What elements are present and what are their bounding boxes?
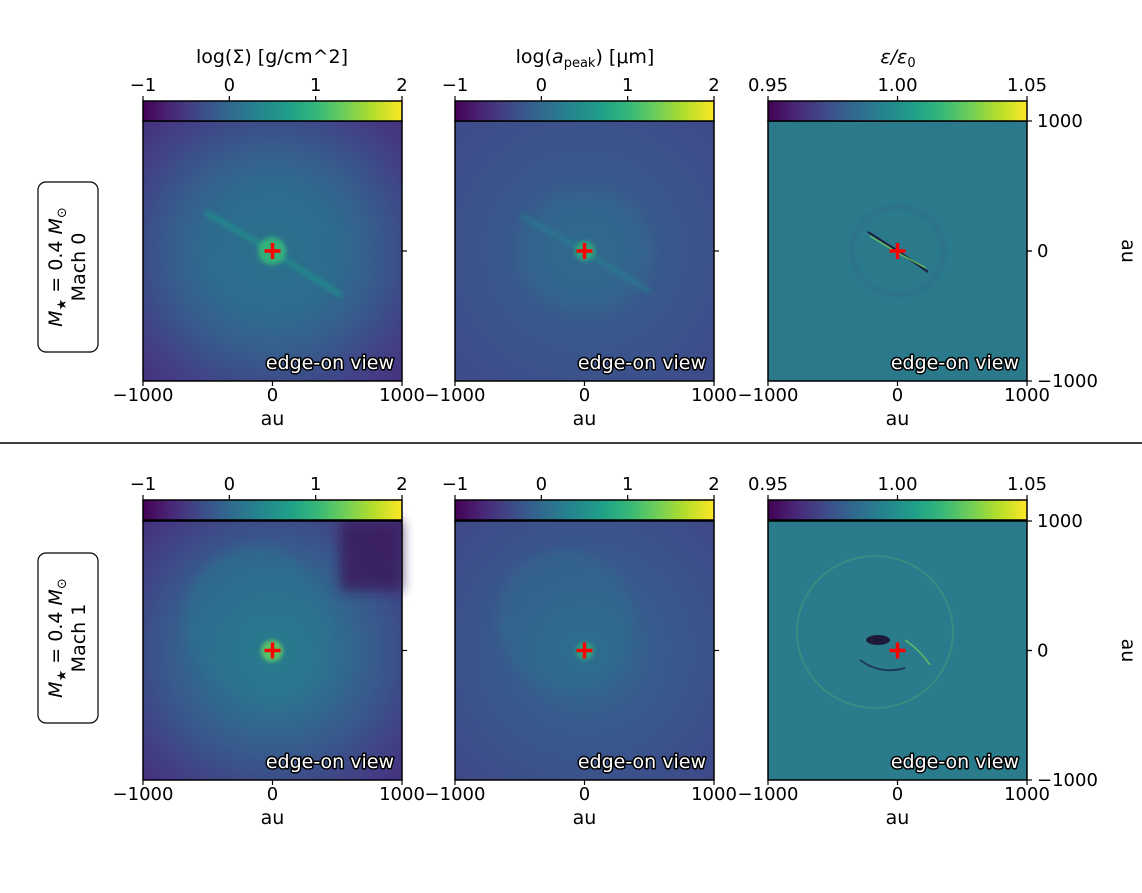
y-axis-label: au — [1117, 639, 1139, 663]
x-tick-label: 1000 — [379, 385, 425, 406]
x-tick-label: 1000 — [379, 784, 425, 805]
colorbar-tick-label: 1.00 — [877, 75, 917, 96]
x-tick-label: 0 — [579, 385, 590, 406]
perturbation-ring — [796, 555, 954, 709]
x-axis-label: au — [261, 408, 285, 430]
colorbar-tick-label: 1.05 — [1007, 474, 1047, 495]
colorbar-tick-label: 2 — [708, 75, 719, 96]
x-tick-label: −1000 — [113, 784, 174, 805]
view-annotation: edge-on view — [266, 751, 394, 773]
view-annotation: edge-on view — [891, 751, 1019, 773]
colorbar-label-dust-ratio: ε/ε0 — [880, 46, 915, 71]
x-tick-label: 0 — [892, 784, 903, 805]
x-axis-label: au — [886, 408, 910, 430]
row-label-mass: M★ = 0.4 M⊙ — [45, 207, 70, 327]
row-label-mach: Mach 0 — [68, 233, 90, 302]
y-tick-label: −1000 — [1037, 770, 1098, 791]
colorbar-label-surface-density: log(Σ) [g/cm^2] — [196, 46, 348, 68]
colorbar-dust-ratio-mach1 — [767, 499, 1028, 521]
envelope-lobe — [185, 548, 325, 692]
row-label-mach0: M★ = 0.4 M⊙ Mach 0 — [37, 181, 99, 353]
x-tick-label: −1000 — [425, 385, 486, 406]
colorbar-grain-size-mach1 — [454, 499, 715, 521]
colorbar-tick-label: 0.95 — [748, 75, 788, 96]
colorbar-tick-label: −1 — [442, 474, 469, 495]
colorbar-tick-label: 2 — [396, 474, 407, 495]
x-axis-label: au — [573, 807, 597, 829]
colorbar-tick-label: 1 — [310, 75, 321, 96]
view-annotation: edge-on view — [578, 751, 706, 773]
colorbar-grain-size-mach0 — [454, 100, 715, 122]
colorbar-tick-label: −1 — [130, 474, 157, 495]
x-tick-label: 1000 — [1004, 784, 1050, 805]
colorbar-tick-label: 1 — [622, 474, 633, 495]
colorbar-dust-ratio-mach0 — [767, 100, 1028, 122]
view-annotation: edge-on view — [891, 352, 1019, 374]
dust-depletion — [866, 635, 890, 645]
colorbar-tick-label: 1 — [310, 474, 321, 495]
view-annotation: edge-on view — [266, 352, 394, 374]
colorbar-tick-label: 0 — [536, 474, 547, 495]
colorbar-tick-label: −1 — [130, 75, 157, 96]
x-axis-label: au — [261, 807, 285, 829]
y-axis-label: au — [1117, 239, 1139, 263]
colorbar-tick-label: −1 — [442, 75, 469, 96]
colorbar-tick-label: 1 — [622, 75, 633, 96]
x-tick-label: −1000 — [738, 784, 799, 805]
x-tick-label: 0 — [267, 385, 278, 406]
y-tick-label: 0 — [1037, 241, 1048, 262]
colorbar-tick-label: 0 — [224, 75, 235, 96]
x-tick-label: 1000 — [691, 784, 737, 805]
x-axis-label: au — [886, 807, 910, 829]
x-tick-label: −1000 — [113, 385, 174, 406]
x-tick-label: 0 — [579, 784, 590, 805]
envelope-lobe — [497, 550, 633, 690]
dark-corner-region — [340, 521, 402, 591]
x-tick-label: −1000 — [738, 385, 799, 406]
y-tick-label: 0 — [1037, 641, 1048, 662]
perturbation-ring — [850, 205, 946, 297]
x-tick-label: 0 — [892, 385, 903, 406]
colorbar-tick-label: 0.95 — [748, 474, 788, 495]
colorbar-tick-label: 1.00 — [877, 474, 917, 495]
view-annotation: edge-on view — [578, 352, 706, 374]
colorbar-label-grain-size: log(apeak) [μm] — [516, 46, 655, 71]
colorbar-surface-density-mach1 — [142, 499, 403, 521]
row-label-mach1: M★ = 0.4 M⊙ Mach 1 — [37, 552, 99, 724]
colorbar-surface-density-mach0 — [142, 100, 403, 122]
y-tick-label: 1000 — [1037, 511, 1083, 532]
x-tick-label: 1000 — [1004, 385, 1050, 406]
x-tick-label: 0 — [267, 784, 278, 805]
colorbar-tick-label: 0 — [224, 474, 235, 495]
x-tick-label: −1000 — [425, 784, 486, 805]
row-label-mach: Mach 1 — [68, 604, 90, 673]
x-axis-label: au — [573, 408, 597, 430]
y-tick-label: 1000 — [1037, 111, 1083, 132]
colorbar-tick-label: 2 — [708, 474, 719, 495]
row-label-mass: M★ = 0.4 M⊙ — [45, 578, 70, 698]
x-tick-label: 1000 — [691, 385, 737, 406]
colorbar-tick-label: 0 — [536, 75, 547, 96]
colorbar-tick-label: 1.05 — [1007, 75, 1047, 96]
colorbar-tick-label: 2 — [396, 75, 407, 96]
y-tick-label: −1000 — [1037, 371, 1098, 392]
